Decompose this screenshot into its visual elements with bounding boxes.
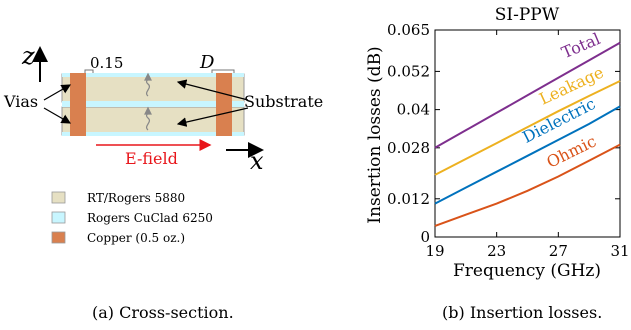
y-tick-label: 0.065 (387, 21, 430, 39)
vias-label: Vias (3, 92, 38, 111)
vias-arrow-top (43, 84, 72, 101)
series-label-ohmic: Ohmic (544, 131, 600, 171)
series-line-dielectric (434, 105, 621, 205)
legend-swatch-cuclad (51, 211, 66, 224)
chart-panel: SI-PPW 0 0.012 0.028 0.04 0.052 0.065 19 23 27 31… (365, 5, 630, 322)
y-tick-label: 0.028 (387, 139, 430, 157)
top-substrate (61, 73, 245, 103)
vias-arrow-bottom (43, 107, 72, 124)
middle-cuclad-layer (62, 101, 244, 107)
y-tick-label: 0.012 (387, 190, 430, 208)
caption-b: (b) Insertion losses. (442, 303, 602, 322)
d-dimension: D (199, 52, 215, 73)
x-tick-label: 27 (549, 242, 568, 260)
legend-label-cuclad: Rogers CuClad 6250 (87, 211, 213, 225)
x-axis-title: Frequency (GHz) (453, 261, 601, 281)
substrate-arrow-top (176, 79, 249, 101)
series-line-ohmic (434, 143, 621, 227)
chart-ticks: 0 0.012 0.028 0.04 0.052 0.065 19 23 27 31 (387, 21, 630, 260)
legend-swatch-rt-rogers (51, 191, 66, 204)
top-cuclad-layer (62, 73, 244, 77)
chart-title: SI-PPW (495, 5, 560, 25)
material-legend: RT/Rogers 5880 Rogers CuClad 6250 Copper… (51, 191, 213, 245)
bottom-cuclad-layer (62, 132, 244, 136)
chart-lines (434, 41, 621, 227)
series-line-leakage (434, 80, 621, 176)
legend-swatch-copper (51, 231, 66, 244)
left-via (70, 73, 86, 136)
caption-a: (a) Cross-section. (92, 303, 234, 322)
y-tick-label: 0 (420, 228, 430, 246)
efield-label: E-field (125, 149, 178, 168)
legend-label-copper: Copper (0.5 oz.) (87, 231, 185, 245)
y-tick-label: 0.04 (397, 101, 430, 119)
substrate-label: Substrate (244, 92, 323, 111)
plot-frame (434, 29, 621, 238)
lower-wave-icon (144, 106, 152, 131)
legend-label-rt-rogers: RT/Rogers 5880 (87, 191, 185, 205)
chart-axes (434, 29, 621, 238)
x-tick-label: 19 (425, 242, 444, 260)
upper-wave-icon (144, 72, 152, 97)
x-tick-label: 31 (610, 242, 629, 260)
y-axis-title: Insertion losses (dB) (365, 46, 385, 223)
thickness-dimension: 0.15 (90, 54, 123, 72)
x-tick-label: 23 (487, 242, 506, 260)
series-line-total (434, 41, 621, 149)
y-tick-label: 0.052 (387, 62, 430, 80)
z-axis-label: z (21, 42, 35, 70)
x-axis-label: x (250, 147, 264, 175)
cross-section-panel: z 0.15 D Vias Substrate (3, 42, 323, 322)
right-via (216, 73, 232, 136)
substrate-arrow-bottom (176, 107, 249, 127)
